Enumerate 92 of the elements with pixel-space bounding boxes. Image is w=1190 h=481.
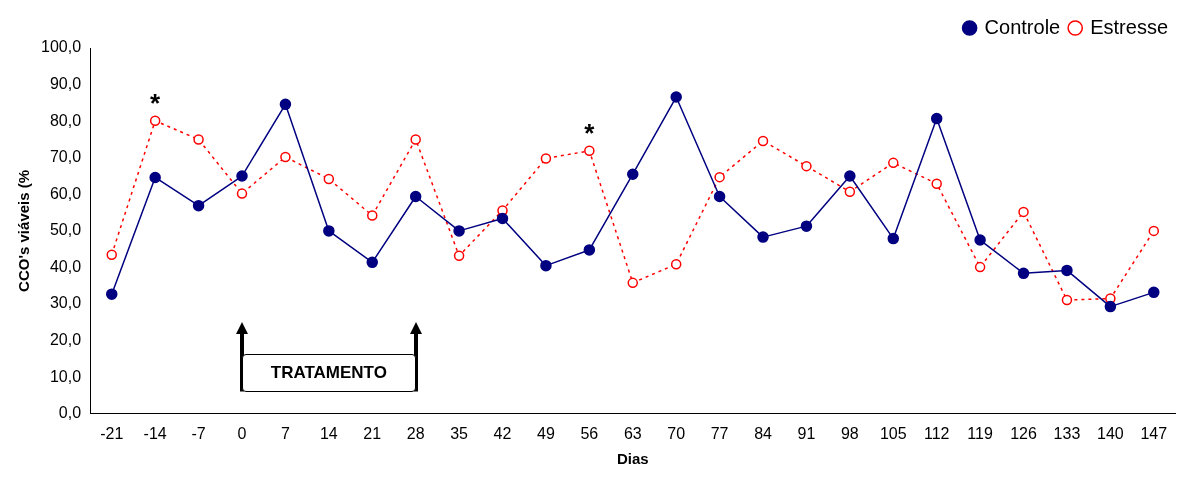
x-tick-label: -7 <box>191 424 206 442</box>
x-tick-label: 91 <box>797 424 816 442</box>
x-tick-label: 112 <box>923 424 950 442</box>
y-tick-label: 50,0 <box>49 221 82 239</box>
annotation: * <box>150 87 162 118</box>
point <box>453 250 465 262</box>
point <box>1148 286 1160 299</box>
x-tick-label: 42 <box>493 424 512 442</box>
x-tick-label: 0 <box>237 424 247 442</box>
point <box>236 170 248 182</box>
point <box>670 91 682 103</box>
x-tick-label: 56 <box>580 424 599 442</box>
x-tick-label: 133 <box>1053 424 1081 442</box>
x-tick-label: 21 <box>363 424 382 442</box>
x-tick-label: 63 <box>623 424 642 442</box>
point <box>192 199 205 212</box>
x-tick-label: 98 <box>840 424 859 442</box>
x-tick-label: 105 <box>879 424 907 442</box>
point <box>930 112 943 125</box>
point <box>757 231 769 243</box>
x-tick-label: 7 <box>280 424 290 442</box>
point <box>974 261 986 273</box>
point <box>670 258 682 270</box>
point <box>410 134 421 145</box>
annotation: * <box>584 117 596 148</box>
point <box>1061 264 1073 277</box>
point <box>1061 294 1073 306</box>
point <box>366 256 379 269</box>
point <box>409 190 422 203</box>
y-tick-label: 10,0 <box>49 367 82 385</box>
point <box>974 234 986 246</box>
point <box>931 178 942 189</box>
y-tick-label: 40,0 <box>49 257 82 275</box>
point <box>149 115 161 127</box>
point <box>496 212 509 225</box>
point <box>1018 206 1029 218</box>
x-tick-label: 126 <box>1010 424 1037 442</box>
x-tick-label: 49 <box>537 424 555 442</box>
y-tick-label: 90,0 <box>49 74 82 92</box>
x-tick-label: -21 <box>100 424 124 442</box>
x-tick-label: 119 <box>967 424 993 442</box>
point <box>713 190 726 203</box>
y-tick-label: 30,0 <box>49 294 82 312</box>
x-tick-label: 140 <box>1097 424 1124 442</box>
point <box>453 225 465 237</box>
x-axis-title: Dias <box>616 450 649 468</box>
point <box>888 157 899 169</box>
point <box>193 134 204 145</box>
legend-label: Controle <box>984 15 1061 38</box>
point <box>887 232 900 245</box>
y-tick-label: 80,0 <box>49 111 82 129</box>
x-tick-label: 84 <box>754 424 773 442</box>
x-tick-label: -14 <box>143 424 167 442</box>
point <box>540 259 552 272</box>
point <box>714 171 725 183</box>
y-tick-label: 20,0 <box>49 331 82 349</box>
point <box>149 171 161 184</box>
y-tick-label: 70,0 <box>49 148 82 166</box>
point <box>323 173 335 185</box>
point <box>627 168 639 180</box>
x-tick-label: 70 <box>667 424 686 442</box>
x-tick-label: 77 <box>710 424 729 442</box>
x-tick-label: 35 <box>450 424 469 442</box>
point <box>1148 225 1160 237</box>
x-tick-label: 28 <box>406 424 425 442</box>
y-axis-title: CCO's viáveis (% <box>15 169 33 292</box>
y-tick-label: 100,0 <box>40 38 82 56</box>
point <box>323 225 335 237</box>
point <box>367 210 378 221</box>
point <box>236 188 248 199</box>
point <box>1017 267 1030 280</box>
x-tick-label: 14 <box>319 424 338 442</box>
point <box>106 288 118 300</box>
point <box>584 145 595 157</box>
point <box>757 135 769 147</box>
y-tick-label: 60,0 <box>49 184 82 202</box>
point <box>844 186 856 198</box>
point <box>1104 300 1117 313</box>
point <box>844 170 856 182</box>
legend-label: Estresse <box>1090 15 1169 38</box>
band-label: TRATAMENTO <box>270 362 387 383</box>
point <box>800 220 813 232</box>
x-tick-label: 147 <box>1140 424 1168 442</box>
y-tick-label: 0,0 <box>58 404 82 422</box>
point <box>106 249 117 260</box>
point <box>583 244 596 256</box>
point <box>801 160 812 172</box>
point <box>279 98 292 111</box>
point <box>280 151 291 163</box>
point <box>540 153 552 164</box>
label-box: TRATAMENTO <box>242 353 416 392</box>
point <box>627 277 639 289</box>
